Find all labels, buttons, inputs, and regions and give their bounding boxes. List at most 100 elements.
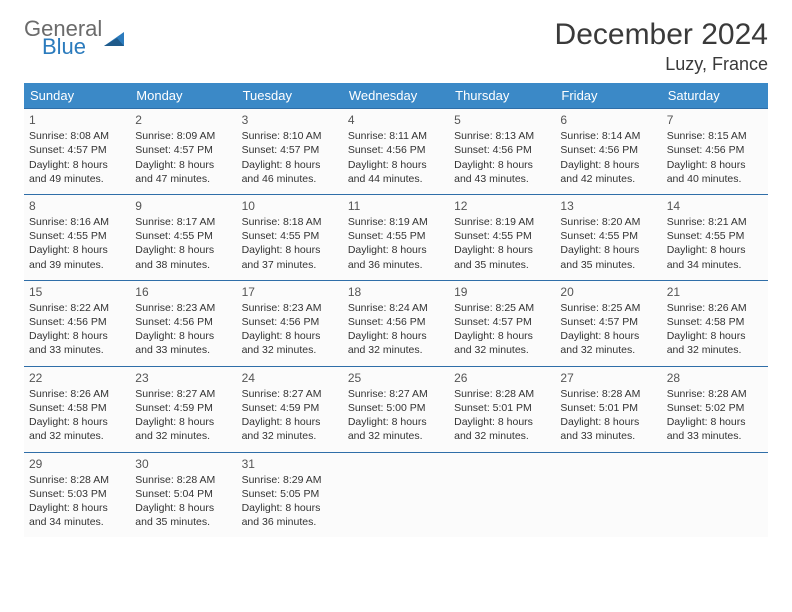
calendar-day-cell: 15Sunrise: 8:22 AMSunset: 4:56 PMDayligh… [24,280,130,366]
day-number: 14 [667,198,763,214]
day-sunrise: Sunrise: 8:27 AM [242,387,338,401]
day-daylight1: Daylight: 8 hours [348,243,444,257]
day-daylight1: Daylight: 8 hours [560,329,656,343]
day-sunset: Sunset: 4:57 PM [242,143,338,157]
day-sunrise: Sunrise: 8:15 AM [667,129,763,143]
day-sunset: Sunset: 4:56 PM [560,143,656,157]
day-sunset: Sunset: 4:59 PM [135,401,231,415]
day-number: 24 [242,370,338,386]
header: General Blue December 2024 Luzy, France [24,18,768,75]
day-daylight2: and 33 minutes. [560,429,656,443]
day-number: 25 [348,370,444,386]
month-title: December 2024 [555,18,768,52]
calendar-day-cell: 13Sunrise: 8:20 AMSunset: 4:55 PMDayligh… [555,194,661,280]
day-sunset: Sunset: 4:55 PM [29,229,125,243]
weekday-header: Tuesday [237,83,343,109]
day-number: 11 [348,198,444,214]
day-sunrise: Sunrise: 8:14 AM [560,129,656,143]
day-sunrise: Sunrise: 8:28 AM [29,473,125,487]
day-sunrise: Sunrise: 8:25 AM [560,301,656,315]
day-daylight2: and 44 minutes. [348,172,444,186]
calendar-day-cell [449,452,555,537]
logo-text: General Blue [24,18,102,58]
calendar-day-cell: 8Sunrise: 8:16 AMSunset: 4:55 PMDaylight… [24,194,130,280]
day-number: 19 [454,284,550,300]
day-number: 29 [29,456,125,472]
day-daylight1: Daylight: 8 hours [667,158,763,172]
day-sunrise: Sunrise: 8:26 AM [29,387,125,401]
day-sunrise: Sunrise: 8:19 AM [348,215,444,229]
day-daylight2: and 32 minutes. [29,429,125,443]
day-sunset: Sunset: 5:01 PM [454,401,550,415]
calendar-day-cell: 24Sunrise: 8:27 AMSunset: 4:59 PMDayligh… [237,366,343,452]
day-sunrise: Sunrise: 8:22 AM [29,301,125,315]
day-sunrise: Sunrise: 8:19 AM [454,215,550,229]
day-daylight1: Daylight: 8 hours [29,501,125,515]
logo-triangle-icon [102,26,128,52]
day-daylight1: Daylight: 8 hours [29,415,125,429]
calendar-day-cell: 31Sunrise: 8:29 AMSunset: 5:05 PMDayligh… [237,452,343,537]
calendar-day-cell: 18Sunrise: 8:24 AMSunset: 4:56 PMDayligh… [343,280,449,366]
day-sunset: Sunset: 5:04 PM [135,487,231,501]
weekday-header: Sunday [24,83,130,109]
calendar-day-cell: 9Sunrise: 8:17 AMSunset: 4:55 PMDaylight… [130,194,236,280]
day-daylight1: Daylight: 8 hours [454,158,550,172]
day-sunrise: Sunrise: 8:24 AM [348,301,444,315]
calendar-day-cell: 2Sunrise: 8:09 AMSunset: 4:57 PMDaylight… [130,109,236,195]
day-number: 21 [667,284,763,300]
day-sunrise: Sunrise: 8:27 AM [135,387,231,401]
day-daylight1: Daylight: 8 hours [135,329,231,343]
day-daylight2: and 32 minutes. [667,343,763,357]
day-sunset: Sunset: 4:57 PM [560,315,656,329]
day-sunset: Sunset: 4:57 PM [29,143,125,157]
day-number: 7 [667,112,763,128]
day-daylight2: and 36 minutes. [242,515,338,529]
day-daylight1: Daylight: 8 hours [348,329,444,343]
day-daylight2: and 43 minutes. [454,172,550,186]
calendar-day-cell: 28Sunrise: 8:28 AMSunset: 5:02 PMDayligh… [662,366,768,452]
title-block: December 2024 Luzy, France [555,18,768,75]
day-daylight2: and 36 minutes. [348,258,444,272]
day-number: 27 [560,370,656,386]
day-daylight2: and 34 minutes. [29,515,125,529]
day-number: 28 [667,370,763,386]
day-sunset: Sunset: 4:57 PM [135,143,231,157]
day-sunset: Sunset: 4:56 PM [135,315,231,329]
day-number: 3 [242,112,338,128]
day-sunrise: Sunrise: 8:28 AM [667,387,763,401]
day-sunrise: Sunrise: 8:25 AM [454,301,550,315]
day-number: 13 [560,198,656,214]
day-sunset: Sunset: 4:55 PM [454,229,550,243]
day-sunset: Sunset: 4:56 PM [29,315,125,329]
day-daylight1: Daylight: 8 hours [560,243,656,257]
day-daylight2: and 32 minutes. [348,343,444,357]
calendar-day-cell: 7Sunrise: 8:15 AMSunset: 4:56 PMDaylight… [662,109,768,195]
calendar-week-row: 15Sunrise: 8:22 AMSunset: 4:56 PMDayligh… [24,280,768,366]
day-daylight1: Daylight: 8 hours [560,415,656,429]
day-number: 6 [560,112,656,128]
weekday-header: Saturday [662,83,768,109]
calendar-week-row: 8Sunrise: 8:16 AMSunset: 4:55 PMDaylight… [24,194,768,280]
calendar-day-cell: 16Sunrise: 8:23 AMSunset: 4:56 PMDayligh… [130,280,236,366]
day-daylight1: Daylight: 8 hours [242,243,338,257]
calendar-day-cell: 3Sunrise: 8:10 AMSunset: 4:57 PMDaylight… [237,109,343,195]
day-daylight2: and 42 minutes. [560,172,656,186]
calendar-day-cell: 21Sunrise: 8:26 AMSunset: 4:58 PMDayligh… [662,280,768,366]
day-sunrise: Sunrise: 8:23 AM [135,301,231,315]
day-daylight2: and 37 minutes. [242,258,338,272]
day-daylight2: and 46 minutes. [242,172,338,186]
day-number: 20 [560,284,656,300]
calendar-day-cell [555,452,661,537]
day-daylight2: and 39 minutes. [29,258,125,272]
day-daylight1: Daylight: 8 hours [667,415,763,429]
day-daylight2: and 35 minutes. [560,258,656,272]
day-daylight1: Daylight: 8 hours [348,158,444,172]
day-number: 16 [135,284,231,300]
day-sunset: Sunset: 4:55 PM [242,229,338,243]
day-sunset: Sunset: 4:58 PM [667,315,763,329]
day-sunrise: Sunrise: 8:18 AM [242,215,338,229]
calendar-week-row: 29Sunrise: 8:28 AMSunset: 5:03 PMDayligh… [24,452,768,537]
day-daylight1: Daylight: 8 hours [135,243,231,257]
day-daylight2: and 40 minutes. [667,172,763,186]
day-sunset: Sunset: 4:56 PM [348,315,444,329]
